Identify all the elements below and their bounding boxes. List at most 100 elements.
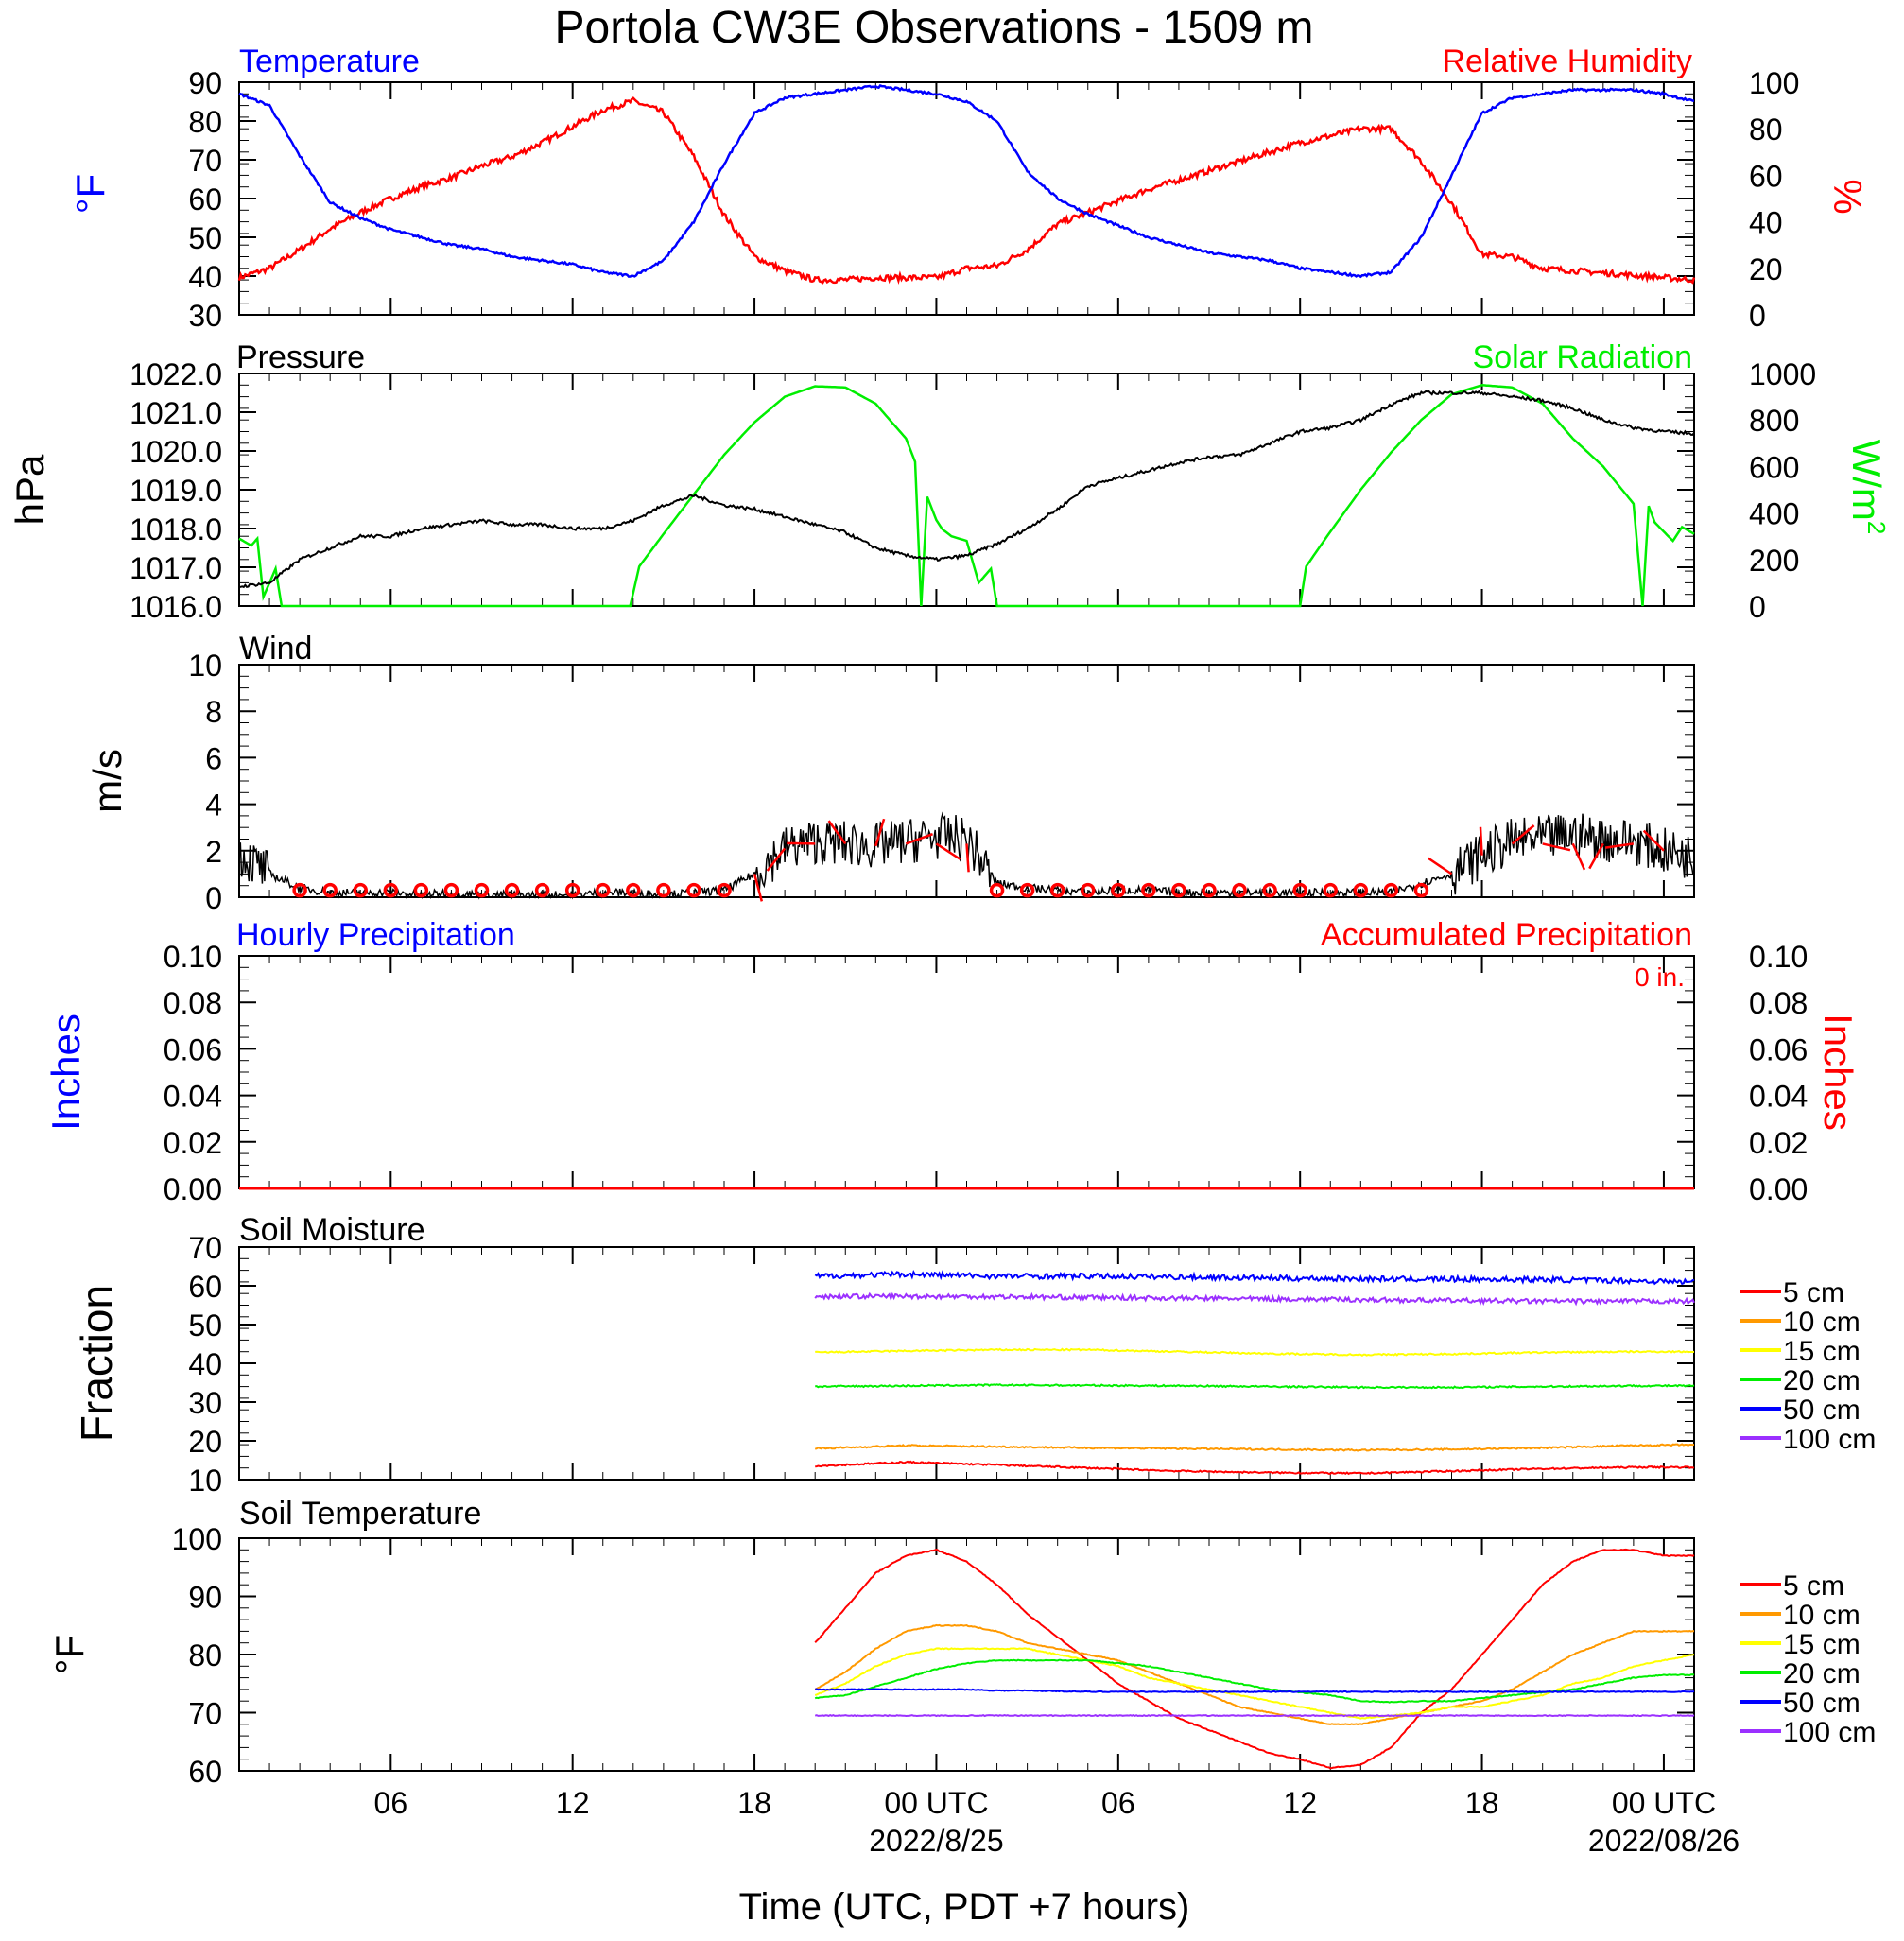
soil-temp-y-tick-label: 60 [188,1755,222,1789]
soil-moisture-series-line [814,1443,1695,1452]
wind-barb [905,832,933,845]
rh-unit: % [1826,179,1870,214]
wind-calm-marker [626,882,641,898]
x-tick-date: 2022/08/26 [1588,1824,1740,1858]
pressure-title: Pressure [236,339,365,375]
temp-unit: °F [68,174,113,214]
precip-accum-right-tick-label: 0.08 [1749,986,1808,1020]
solar-right-tick-label: 400 [1749,497,1799,531]
pressure-y-tick-label: 1018.0 [130,512,222,546]
pressure-y-tick-label: 1016.0 [130,590,222,624]
wind-barb [1542,842,1571,852]
soil-temp-y-tick-label: 80 [188,1638,222,1672]
wind-unit: m/s [85,749,130,813]
wind-barb [965,843,970,873]
wind-barb [766,847,787,872]
soil-moisture-series-line [815,1460,1695,1476]
soil-moisture-legend-label: 20 cm [1783,1365,1861,1396]
wind-calm-marker [383,882,399,898]
wind-calm-marker [504,882,520,898]
soil-temp-unit: °F [47,1635,92,1674]
accum-precip-total: 0 in. [1635,962,1685,992]
wind-calm-marker [596,882,611,898]
wind-barb [1511,824,1535,845]
rh-right-tick-label: 20 [1749,252,1783,286]
wind-calm-marker [292,882,307,898]
soil-temp-series-line [814,1548,1695,1770]
precip-accum-right-tick-label: 0.10 [1749,940,1808,974]
wind-calm-marker [1292,882,1307,898]
wind-y-tick-label: 6 [205,741,222,775]
solar-right-tick-label: 600 [1749,450,1799,484]
soil-temp-y-tick-label: 100 [172,1522,222,1556]
temp-y-tick-label: 50 [188,221,222,255]
temperature-title: Temperature [239,43,420,79]
soil-moisture-series-line [815,1347,1695,1357]
wind-barb [1479,826,1483,856]
wind-calm-marker [1081,882,1096,898]
rh-right-tick-label: 80 [1749,113,1783,147]
soil-moisture-y-tick-label: 10 [188,1464,222,1498]
wind-calm-marker [474,882,490,898]
hourly-precip-title: Hourly Precipitation [236,917,515,953]
wind-barb [1604,842,1635,849]
wind-calm-marker [1202,882,1217,898]
soil-moisture-series-line [815,1383,1695,1390]
wind-calm-marker [1353,882,1369,898]
wind-barb [1642,829,1665,852]
pressure-unit: hPa [8,454,52,525]
wind-title: Wind [239,631,312,667]
wind-calm-marker [686,882,701,898]
soil-moisture-legend-label: 50 cm [1783,1395,1861,1426]
rh-right-tick-label: 40 [1749,206,1783,240]
wind-calm-marker [1141,882,1156,898]
wind-barb [787,841,816,845]
precip-accum-right-tick-label: 0.00 [1749,1172,1808,1206]
x-tick-label: 06 [1101,1786,1135,1820]
wind-calm-marker [1049,882,1065,898]
x-tick-label: 18 [737,1786,771,1820]
wind-calm-marker [564,882,580,898]
pressure-y-tick-label: 1022.0 [130,357,222,391]
wind-barb [1571,842,1586,871]
precip-hourly-y-tick-label: 0.06 [164,1032,222,1066]
x-tick-label: 06 [374,1786,408,1820]
soil-temp-legend-label: 15 cm [1783,1629,1861,1660]
soil-moisture-series-line [814,1270,1695,1286]
soil-moisture-series-line [814,1291,1695,1307]
pressure-y-tick-label: 1017.0 [130,551,222,585]
temp-rh-frame [238,81,1695,316]
solar-right-tick-label: 800 [1749,404,1799,438]
wind-calm-marker [1171,882,1186,898]
precip-frame [238,955,1695,1189]
soil-temp-series-line [814,1658,1695,1704]
wind-calm-marker [322,882,338,898]
precip-accum-right-tick-label: 0.06 [1749,1032,1808,1066]
solar-right-tick-label: 200 [1749,544,1799,578]
soil-moisture-y-tick-label: 20 [188,1425,222,1459]
precip-accum-right-tick-label: 0.04 [1749,1080,1808,1114]
wind-y-tick-label: 8 [205,695,222,729]
soil-temp-series-line [814,1623,1695,1726]
rh-right-tick-label: 100 [1749,66,1799,100]
wind-calm-marker [1383,882,1399,898]
temp-y-tick-label: 60 [188,182,222,217]
soil-temp-legend-label: 50 cm [1783,1688,1861,1719]
temp-y-tick-label: 30 [188,299,222,333]
soil-temp-legend-label: 100 cm [1783,1717,1876,1748]
soil-temp-series-line [815,1688,1695,1693]
x-tick-label: 12 [556,1786,590,1820]
wind-y-tick-label: 0 [205,881,222,915]
wind-calm-marker [1019,882,1035,898]
precip-left-unit: Inches [43,1014,88,1131]
wind-barb [753,874,764,902]
soil-temp-legend-label: 20 cm [1783,1658,1861,1690]
wind-calm-marker [1413,882,1429,898]
soil-moisture-y-tick-label: 40 [188,1347,222,1381]
wind-calm-marker [1232,882,1247,898]
x-tick-label: 00 UTC [1612,1786,1716,1820]
soil-moisture-title: Soil Moisture [239,1212,425,1248]
wind-calm-marker [1323,882,1338,898]
x-tick-label: 12 [1283,1786,1317,1820]
soil-moisture-y-tick-label: 50 [188,1308,222,1343]
